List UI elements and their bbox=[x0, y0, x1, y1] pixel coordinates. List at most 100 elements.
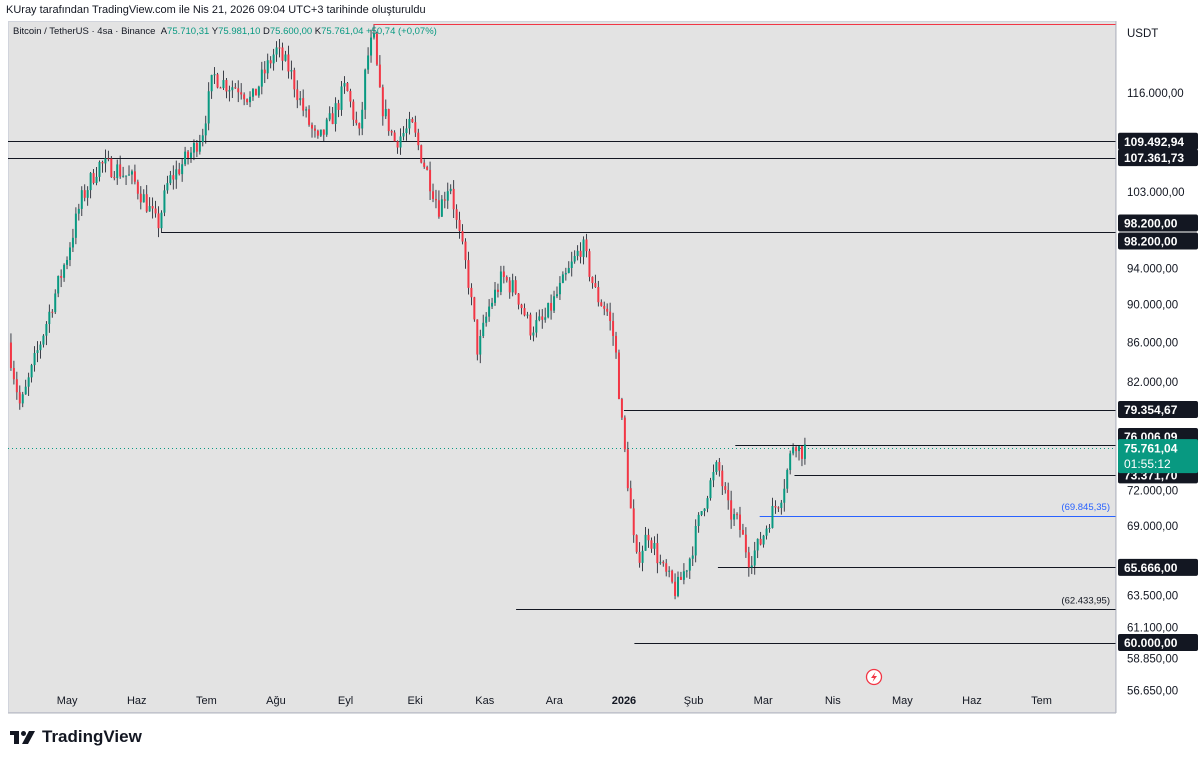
candle bbox=[83, 184, 86, 202]
candle bbox=[488, 299, 491, 322]
candle bbox=[30, 363, 33, 383]
svg-text:79.354,67: 79.354,67 bbox=[1124, 403, 1178, 417]
candle bbox=[508, 277, 511, 299]
tradingview-logo[interactable]: TradingView bbox=[10, 727, 142, 747]
candle bbox=[617, 349, 620, 400]
candle bbox=[98, 160, 101, 182]
candle bbox=[92, 169, 95, 185]
candle bbox=[45, 321, 48, 346]
candle bbox=[201, 128, 204, 147]
candle bbox=[553, 290, 556, 314]
price-chart[interactable]: (69.845,35) (62.433,95) USDT 116.000,00 10… bbox=[0, 0, 1200, 720]
candle bbox=[688, 557, 691, 579]
candle bbox=[86, 186, 89, 206]
candle bbox=[302, 89, 305, 117]
candle bbox=[464, 238, 467, 269]
candle bbox=[311, 122, 314, 138]
candle bbox=[299, 91, 302, 106]
y-tick-label: 56.650,00 bbox=[1127, 685, 1178, 697]
candle bbox=[594, 274, 597, 288]
candle bbox=[532, 326, 535, 342]
candle bbox=[24, 379, 27, 395]
price-tag[interactable]: 98.200,00 bbox=[1118, 214, 1198, 232]
price-tag[interactable]: 65.666,00 bbox=[1118, 558, 1198, 576]
candle bbox=[184, 146, 187, 167]
low-value: 75.600,00 bbox=[269, 26, 313, 37]
candle bbox=[520, 303, 523, 315]
candle bbox=[275, 41, 278, 62]
candle bbox=[638, 542, 641, 568]
price-tag[interactable]: 79.354,67 bbox=[1118, 401, 1198, 419]
candle bbox=[240, 83, 243, 100]
candle bbox=[529, 312, 532, 340]
candle bbox=[222, 70, 225, 90]
candle bbox=[54, 289, 57, 315]
price-tag[interactable]: 107.361,73 bbox=[1118, 149, 1198, 167]
price-tag[interactable]: 109.492,94 bbox=[1118, 132, 1198, 150]
candle bbox=[308, 105, 311, 127]
tradingview-brand: TradingView bbox=[42, 727, 142, 746]
svg-text:65.666,00: 65.666,00 bbox=[1124, 561, 1178, 575]
candle bbox=[370, 29, 373, 63]
candle bbox=[612, 312, 615, 346]
y-tick-label: 94.000,00 bbox=[1127, 263, 1178, 275]
candle bbox=[635, 534, 638, 554]
candle bbox=[234, 83, 237, 89]
candle bbox=[375, 32, 378, 66]
candle bbox=[626, 441, 629, 492]
candle bbox=[12, 360, 15, 385]
price-tag[interactable]: 60.000,00 bbox=[1118, 634, 1198, 652]
candle bbox=[558, 276, 561, 301]
lightning-icon[interactable] bbox=[865, 668, 883, 686]
price-tag[interactable]: 98.200,00 bbox=[1118, 232, 1198, 250]
close-label: K bbox=[314, 26, 322, 37]
candle bbox=[225, 78, 228, 99]
candle bbox=[597, 280, 600, 307]
candle bbox=[437, 190, 440, 219]
candle bbox=[703, 508, 706, 517]
y-tick-label: 90.000,00 bbox=[1127, 300, 1178, 312]
candle bbox=[449, 184, 452, 195]
x-tick-label: Ağu bbox=[266, 695, 286, 707]
candle bbox=[461, 224, 464, 245]
candle bbox=[340, 81, 343, 116]
candle bbox=[771, 497, 774, 529]
symbol-info: Bitcoin / TetherUS · 4sa · Binance A75.7… bbox=[13, 26, 437, 37]
candle bbox=[762, 534, 765, 548]
candle bbox=[325, 117, 328, 137]
candle bbox=[372, 25, 375, 40]
candle bbox=[561, 271, 564, 284]
x-tick-label: Şub bbox=[684, 695, 704, 707]
candle bbox=[502, 265, 505, 284]
candle bbox=[476, 319, 479, 361]
open-label: A bbox=[160, 26, 168, 37]
candle bbox=[405, 118, 408, 141]
candle bbox=[390, 129, 393, 136]
candle bbox=[101, 160, 104, 173]
candle bbox=[632, 499, 635, 543]
candle bbox=[650, 537, 653, 553]
candle bbox=[122, 166, 125, 178]
candle bbox=[33, 346, 36, 372]
y-tick-label: 63.500,00 bbox=[1127, 590, 1178, 602]
candle bbox=[278, 39, 281, 58]
candle bbox=[671, 569, 674, 584]
candle bbox=[691, 546, 694, 566]
candle bbox=[15, 371, 18, 400]
candle bbox=[349, 88, 352, 108]
candle bbox=[591, 276, 594, 289]
candle bbox=[555, 286, 558, 299]
candle bbox=[263, 61, 266, 84]
x-tick-label: Haz bbox=[127, 695, 147, 707]
candle bbox=[243, 92, 246, 106]
bar-countdown-label: 01:55:12 bbox=[1124, 457, 1171, 471]
candle bbox=[603, 301, 606, 316]
candle bbox=[420, 144, 423, 164]
candle bbox=[700, 511, 703, 517]
candle bbox=[523, 303, 526, 317]
candle bbox=[467, 251, 470, 295]
candle bbox=[136, 179, 139, 200]
candle bbox=[432, 183, 435, 203]
candle bbox=[60, 269, 63, 288]
